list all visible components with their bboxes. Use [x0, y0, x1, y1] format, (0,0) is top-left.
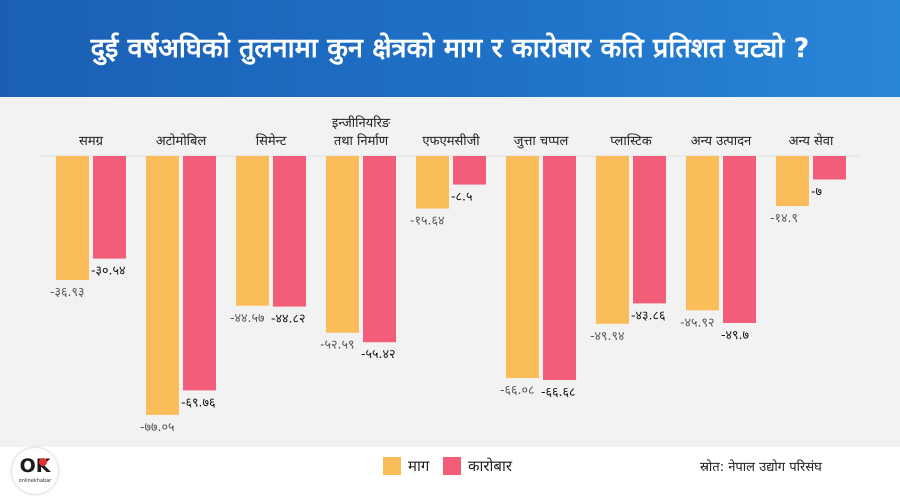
bar-transaction — [543, 156, 576, 381]
data-label-demand: -७७.०५ — [140, 419, 174, 434]
data-label-transaction: -७ — [811, 184, 822, 199]
bar-demand — [236, 156, 269, 306]
category-label: सिमेन्ट — [256, 133, 287, 149]
data-label-demand: -४५.९२ — [680, 314, 714, 329]
bar-transaction — [183, 156, 216, 391]
category-label: जुत्ता चप्पल — [514, 134, 569, 149]
category-label: अन्य उत्पादन — [691, 134, 752, 149]
logo: OK onlinekhabar — [12, 448, 58, 494]
data-label-demand: -५२.५९ — [320, 337, 354, 352]
legend-label-transaction: कारोबार — [468, 457, 513, 475]
category-label: अन्य सेवा — [789, 133, 834, 149]
bar-transaction — [93, 156, 126, 259]
legend-swatch-transaction — [443, 457, 461, 475]
bar-transaction — [363, 156, 396, 343]
header-banner — [0, 0, 900, 97]
legend-label-demand: माग — [408, 457, 430, 475]
bar-demand — [416, 156, 449, 209]
bar-demand — [56, 156, 89, 281]
bar-demand — [146, 156, 179, 415]
category-label: प्लास्टिक — [610, 133, 652, 149]
bar-transaction — [633, 156, 666, 304]
data-label-transaction: -४३.८६ — [631, 307, 665, 322]
data-label-transaction: -८.५ — [451, 189, 472, 204]
data-label-demand: -४९.९४ — [590, 328, 624, 343]
bar-demand — [506, 156, 539, 379]
bar-demand — [326, 156, 359, 333]
data-label-transaction: -४९.७ — [721, 327, 749, 342]
logo-subtext: onlinekhabar — [18, 478, 52, 484]
legend-swatch-demand — [383, 457, 401, 475]
data-label-transaction: -४४.८२ — [271, 311, 305, 326]
bar-demand — [596, 156, 629, 324]
category-label: समग्र — [79, 134, 104, 149]
bar-transaction — [813, 156, 846, 180]
bar-transaction — [453, 156, 486, 185]
source-note: स्रोत: नेपाल उद्योग परिसंघ — [700, 460, 822, 475]
bar-transaction — [723, 156, 756, 323]
category-label: अटोमोबिल — [156, 133, 207, 149]
data-label-demand: -६६.०८ — [500, 382, 534, 397]
data-label-transaction: -६६.६८ — [541, 384, 575, 399]
data-label-transaction: -५५.४२ — [361, 346, 395, 361]
data-label-transaction: -३०.५४ — [91, 263, 125, 278]
category-label: एफएमसीजी — [422, 133, 480, 149]
logo-mark: OK — [19, 455, 51, 477]
bar-transaction — [273, 156, 306, 307]
data-label-demand: -१५.६४ — [410, 213, 444, 228]
data-label-demand: -४४.५७ — [230, 310, 264, 325]
data-label-demand: -३६.९३ — [50, 284, 84, 299]
data-label-transaction: -६९.७६ — [181, 394, 215, 409]
bar-demand — [686, 156, 719, 311]
category-label: इन्जीनियरिङ — [332, 115, 391, 131]
data-label-demand: -१४.९ — [770, 210, 798, 225]
bar-demand — [776, 156, 809, 207]
logo-dot-icon — [39, 458, 47, 466]
page-title: दुई वर्षअघिको तुलनामा कुन क्षेत्रको माग … — [90, 33, 810, 64]
category-label: तथा निर्माण — [334, 133, 389, 149]
